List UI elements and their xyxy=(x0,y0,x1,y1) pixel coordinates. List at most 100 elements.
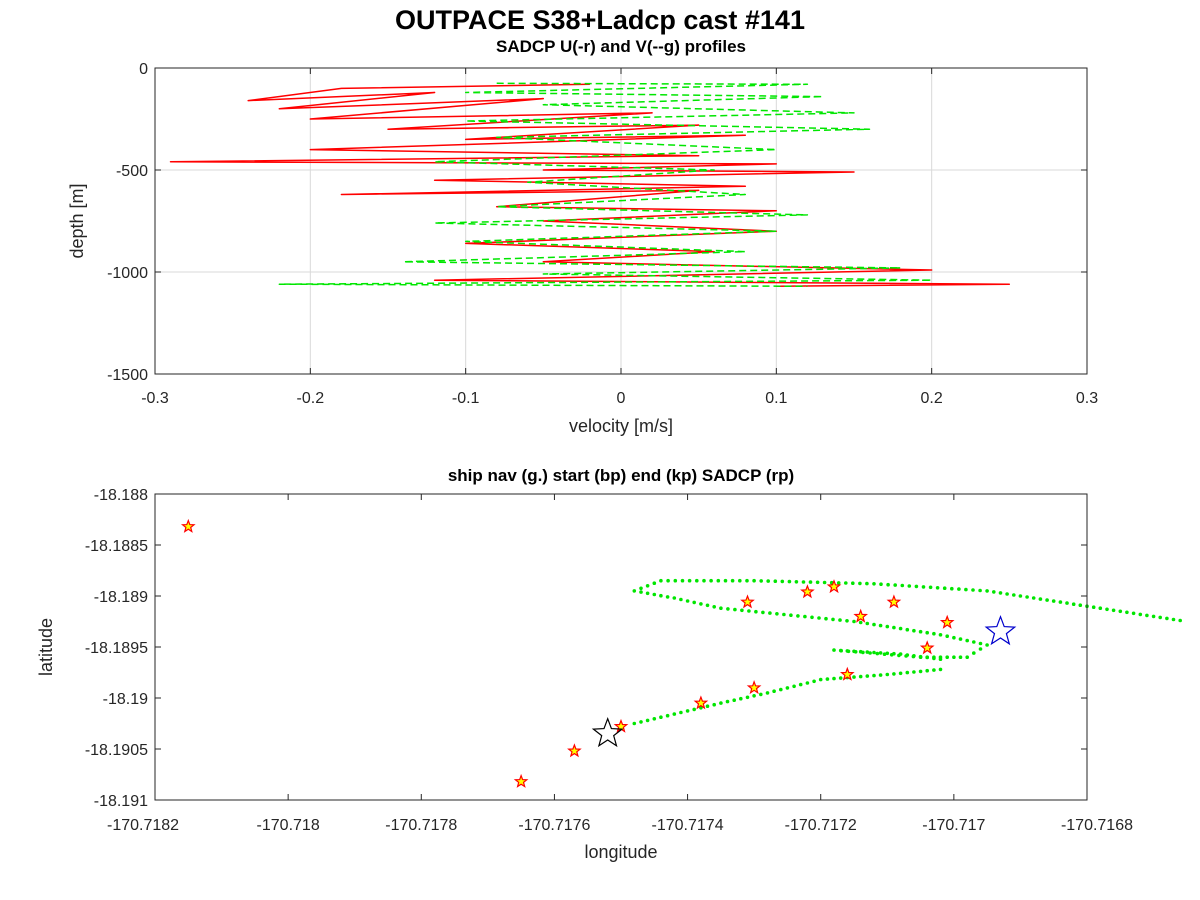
nav-track-point xyxy=(861,650,865,655)
nav-track-point xyxy=(775,612,779,616)
sadcp-star-marker xyxy=(800,584,815,599)
nav-track-point xyxy=(972,651,976,655)
nav-track-point xyxy=(1038,597,1043,601)
nav-track-point xyxy=(812,679,816,684)
nav-track-point xyxy=(872,622,876,627)
nav-track-point xyxy=(1018,594,1023,598)
nav-track-point xyxy=(865,650,870,654)
nav-track-point xyxy=(1131,611,1136,616)
nav-track-point xyxy=(965,638,969,643)
nav-x-tick-label: -170.7172 xyxy=(785,817,857,834)
nav-track-point xyxy=(752,694,756,698)
nav-track-point xyxy=(893,583,897,587)
nav-track-point xyxy=(964,587,968,592)
nav-track-point xyxy=(739,696,743,701)
nav-track-point xyxy=(992,590,996,594)
nav-track-point xyxy=(745,695,750,700)
nav-track-point xyxy=(1045,598,1049,602)
nav-track-point xyxy=(905,670,910,675)
profile-x-tick-label: 0.1 xyxy=(765,390,787,407)
nav-track-point xyxy=(810,615,814,620)
profile-x-tick-label: 0 xyxy=(617,390,626,407)
nav-track-point xyxy=(725,699,730,704)
profile-y-tick-label: -500 xyxy=(116,163,148,180)
nav-track-point xyxy=(787,579,792,584)
nav-track-point xyxy=(914,584,919,589)
nav-track-point xyxy=(730,578,735,583)
nav-track-point xyxy=(971,588,975,592)
sadcp-star-marker xyxy=(886,594,902,609)
nav-x-tick-label: -170.7182 xyxy=(107,817,179,834)
nav-track-point xyxy=(665,595,670,599)
nav-track-point xyxy=(666,578,670,583)
nav-track-point xyxy=(932,655,936,659)
nav-track-point xyxy=(745,578,749,583)
nav-track-point xyxy=(958,637,963,641)
nav-y-tick-label: -18.1895 xyxy=(85,640,148,657)
profile-x-tick-label: 0.2 xyxy=(921,390,943,407)
profile-plot-title: SADCP U(-r) and V(--g) profiles xyxy=(496,37,746,56)
profile-data xyxy=(169,82,1011,288)
nav-track-point xyxy=(1091,605,1096,609)
nav-track-point xyxy=(878,651,883,655)
nav-track-point xyxy=(1111,608,1116,613)
nav-track-point xyxy=(889,653,894,657)
nav-track-point xyxy=(852,619,856,624)
nav-track-point xyxy=(839,648,843,653)
nav-track-point xyxy=(699,602,703,606)
sadcp-star-marker xyxy=(567,743,582,758)
nav-track-point xyxy=(872,650,876,655)
nav-track-point xyxy=(1178,618,1182,623)
nav-track-point xyxy=(921,585,926,589)
nav-track-point xyxy=(1165,616,1169,621)
nav-x-tick-label: -170.7178 xyxy=(385,817,457,834)
nav-track-point xyxy=(754,609,758,614)
nav-track-point xyxy=(1145,613,1149,618)
sadcp-star-marker xyxy=(513,773,529,788)
nav-track-point xyxy=(957,587,961,591)
nav-track-point xyxy=(985,589,989,593)
nav-track-point xyxy=(945,655,949,659)
profile-x-tick-label: -0.1 xyxy=(452,390,480,407)
nav-track-point xyxy=(844,581,848,585)
sadcp-star-marker xyxy=(746,680,762,695)
nav-track-point xyxy=(712,605,716,609)
nav-track-point xyxy=(685,709,690,713)
nav-track-point xyxy=(803,614,807,619)
nav-track-point xyxy=(892,672,896,676)
nav-track-point xyxy=(1025,595,1029,599)
nav-track-point xyxy=(768,611,772,615)
nav-track-point xyxy=(687,578,692,583)
nav-track-point xyxy=(846,649,851,654)
nav-x-tick-label: -170.7174 xyxy=(652,817,724,834)
nav-track-point xyxy=(779,687,783,692)
sadcp-star-marker xyxy=(740,594,755,609)
nav-track-point xyxy=(719,606,723,610)
nav-track-point xyxy=(794,580,799,584)
nav-track-point xyxy=(858,674,863,679)
nav-track-point xyxy=(978,588,982,593)
nav-data xyxy=(180,518,1182,788)
nav-track-point xyxy=(942,586,947,590)
nav-track-point xyxy=(858,620,863,625)
nav-track-point xyxy=(808,580,813,584)
nav-track-point xyxy=(798,682,803,687)
nav-track-point xyxy=(1098,606,1103,610)
nav-plot-title: ship nav (g.) start (bp) end (kp) SADCP … xyxy=(448,466,794,485)
nav-track-point xyxy=(832,676,836,681)
nav-track-point xyxy=(705,603,710,608)
nav-track-point xyxy=(865,581,869,586)
sadcp-star-marker xyxy=(919,640,935,655)
sadcp-star-marker xyxy=(853,608,869,623)
nav-track-point xyxy=(692,600,696,605)
u-velocity-line xyxy=(169,83,1011,288)
profile-x-tick-label: 0.3 xyxy=(1076,390,1098,407)
nav-track-point xyxy=(872,582,876,586)
nav-track-point xyxy=(998,591,1003,595)
nav-track-point xyxy=(838,676,843,680)
nav-track-point xyxy=(759,579,763,583)
nav-track-point xyxy=(1118,609,1123,614)
nav-track-point xyxy=(1138,612,1143,617)
profile-y-tick-label: 0 xyxy=(139,61,148,78)
nav-track-point xyxy=(907,584,912,588)
